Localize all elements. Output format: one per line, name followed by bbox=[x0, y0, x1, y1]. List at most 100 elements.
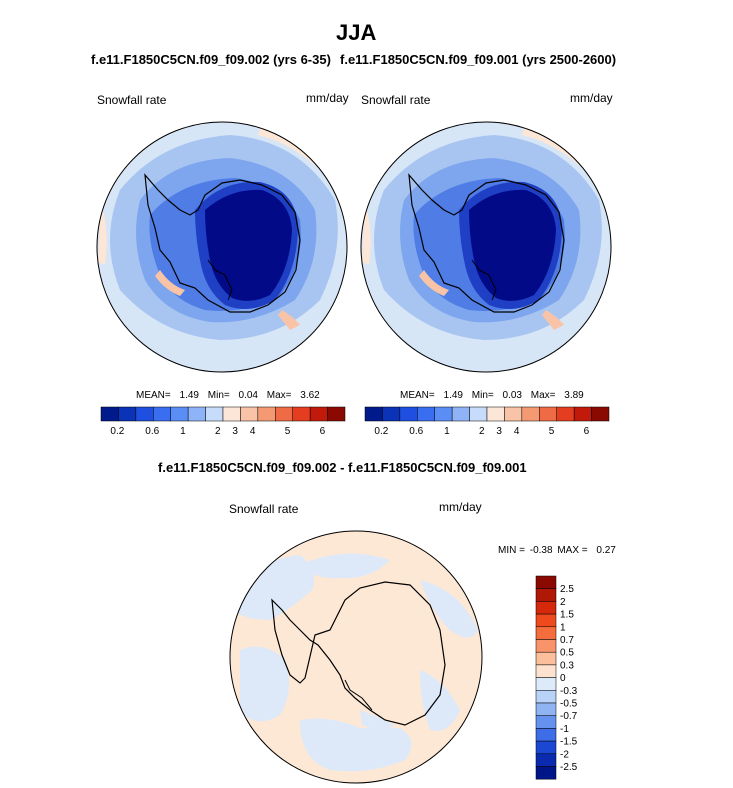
colorbar-cell bbox=[275, 406, 293, 422]
colorbar-tick-label: 5 bbox=[548, 426, 555, 437]
diff-colorbar-label: -2.5 bbox=[560, 762, 578, 773]
panel-2-min-label: Min= bbox=[471, 390, 494, 401]
panel-1-variable-label: Snowfall rate bbox=[97, 93, 167, 107]
colorbar-cell bbox=[573, 406, 592, 422]
colorbar-tick-label: 3 bbox=[496, 426, 502, 437]
colorbar-tick-label: 0.2 bbox=[374, 426, 389, 437]
diff-colorbar-cell bbox=[535, 651, 557, 666]
colorbar-cell bbox=[205, 406, 224, 422]
colorbar-cell bbox=[118, 406, 137, 422]
top-maps bbox=[96, 121, 612, 422]
panel-1-max-value: 3.62 bbox=[300, 390, 320, 401]
colorbar-tick-label: 0.6 bbox=[145, 426, 160, 437]
colorbar-cell bbox=[327, 406, 346, 422]
diff-colorbar-label: -0.5 bbox=[560, 699, 578, 710]
colorbar-cell bbox=[469, 406, 488, 422]
diff-colorbar-cell bbox=[535, 702, 557, 716]
colorbar-cell bbox=[364, 406, 383, 422]
colorbar-cell bbox=[187, 406, 206, 422]
diff-colorbar-cell bbox=[535, 766, 557, 780]
colorbar-tick-label: 0.6 bbox=[409, 426, 424, 437]
panel-2-title: f.e11.F1850C5CN.f09_f09.001 (yrs 2500-26… bbox=[340, 52, 617, 67]
panel-2-max-label: Max= bbox=[530, 390, 556, 401]
diff-colorbar-labels: 2.5 2 1.51 0.7 0.50.3 0 -0.3 -0.5-0.7 -1 -1.5-2 -2… bbox=[560, 584, 578, 773]
colorbar-cell bbox=[170, 406, 189, 422]
colorbar-cell bbox=[257, 406, 276, 422]
panel-1-max-label: Max= bbox=[266, 390, 292, 401]
colorbar-cell bbox=[100, 406, 119, 422]
colorbar-cell bbox=[486, 406, 505, 422]
panel-1-mean-value: 1.49 bbox=[179, 390, 199, 401]
colorbar-tick-label: 6 bbox=[583, 426, 590, 437]
diff-colorbar-cell bbox=[535, 753, 557, 767]
colorbar-cell bbox=[399, 406, 418, 422]
panel-2-mean-label: MEAN= bbox=[400, 390, 435, 401]
panel-2-min-value: 0.03 bbox=[502, 390, 522, 401]
diff-max-label: MAX = bbox=[557, 545, 588, 556]
diff-panel-title: f.e11.F1850C5CN.f09_f09.002 - f.e11.F185… bbox=[158, 460, 527, 475]
colorbar-tick-label: 5 bbox=[284, 426, 291, 437]
diff-minmax: MIN = -0.38 MAX = 0.27 bbox=[498, 545, 616, 556]
colorbar-cell bbox=[240, 406, 259, 422]
diff-colorbar-cell bbox=[535, 613, 557, 628]
diff-colorbar-label: 0.3 bbox=[560, 660, 574, 671]
diff-map bbox=[230, 531, 482, 783]
diff-colorbar-cell bbox=[535, 601, 557, 615]
colorbar-tick-label: 6 bbox=[319, 426, 326, 437]
colorbar-cell bbox=[382, 406, 401, 422]
panel-1-stats: MEAN= 1.49 Min= 0.04 Max= 3.62 bbox=[136, 390, 320, 401]
panel-2-variable-label: Snowfall rate bbox=[361, 93, 431, 107]
main-title: JJA bbox=[336, 20, 377, 45]
diff-colorbar-cell bbox=[535, 639, 557, 653]
diff-colorbar-label: 1 bbox=[560, 622, 566, 633]
diff-colorbar-cell bbox=[535, 575, 557, 589]
colorbar-tick-label: 3 bbox=[232, 426, 238, 437]
colorbar-cell bbox=[135, 406, 154, 422]
diff-colorbar-label: 2 bbox=[560, 597, 566, 608]
diff-colorbar-cell bbox=[535, 728, 557, 742]
diff-colorbar-cell bbox=[535, 740, 557, 755]
colorbar-tick-label: 1 bbox=[180, 426, 186, 437]
panel-1-map bbox=[97, 122, 347, 372]
panel-2-colorbar bbox=[364, 406, 610, 422]
panel-1-min-value: 0.04 bbox=[238, 390, 258, 401]
diff-colorbar-label: 2.5 bbox=[560, 584, 574, 595]
colorbar-tick-label: 4 bbox=[513, 426, 520, 437]
diff-max-value: 0.27 bbox=[596, 545, 616, 556]
colorbar-tick-label: 0.2 bbox=[110, 426, 125, 437]
diff-min-label: MIN = bbox=[498, 545, 525, 556]
colorbar-tick-label: 1 bbox=[444, 426, 450, 437]
colorbar-cell bbox=[417, 406, 435, 422]
diff-colorbar-label: -1 bbox=[560, 724, 569, 735]
colorbar-cell bbox=[451, 406, 470, 422]
diff-colorbar-label: -1.5 bbox=[560, 737, 578, 748]
diff-colorbar-label: 0 bbox=[560, 673, 566, 684]
colorbar-cell bbox=[521, 406, 540, 422]
panel-1-title: f.e11.F1850C5CN.f09_f09.002 (yrs 6-35) bbox=[91, 52, 331, 67]
diff-variable-label: Snowfall rate bbox=[229, 502, 299, 516]
diff-colorbar-cell bbox=[535, 626, 557, 640]
diff-colorbar-cell bbox=[535, 690, 557, 704]
panel-2-colorbar-labels: 0.2 0.6 1 2 3 4 5 6 bbox=[365, 426, 609, 440]
panel-2-map bbox=[361, 122, 611, 372]
colorbar-tick-label: 2 bbox=[215, 426, 221, 437]
panel-2-max-value: 3.89 bbox=[564, 390, 584, 401]
diff-colorbar-label: 0.7 bbox=[560, 635, 574, 646]
diff-min-value: -0.38 bbox=[529, 545, 553, 556]
colorbar-tick-label: 4 bbox=[249, 426, 256, 437]
diff-colorbar-cell bbox=[535, 715, 557, 729]
colorbar-cell bbox=[591, 406, 610, 422]
panel-1-colorbar bbox=[100, 406, 346, 422]
colorbar-cell bbox=[309, 406, 328, 422]
colorbar-cell bbox=[539, 406, 557, 422]
panel-1-colorbar-labels: 0.2 0.6 1 2 3 4 5 6 bbox=[101, 426, 345, 440]
colorbar-tick-label: 2 bbox=[479, 426, 485, 437]
colorbar-cell bbox=[153, 406, 171, 422]
panel-1-min-label: Min= bbox=[207, 390, 230, 401]
diff-colorbar-cell bbox=[535, 588, 557, 602]
panel-2-stats: MEAN= 1.49 Min= 0.03 Max= 3.89 bbox=[400, 390, 584, 401]
diff-colorbar-label: 1.5 bbox=[560, 610, 574, 621]
panel-1-units-label: mm/day bbox=[306, 91, 349, 105]
diff-colorbar-label: -2 bbox=[560, 749, 569, 760]
colorbar-cell bbox=[556, 406, 575, 422]
